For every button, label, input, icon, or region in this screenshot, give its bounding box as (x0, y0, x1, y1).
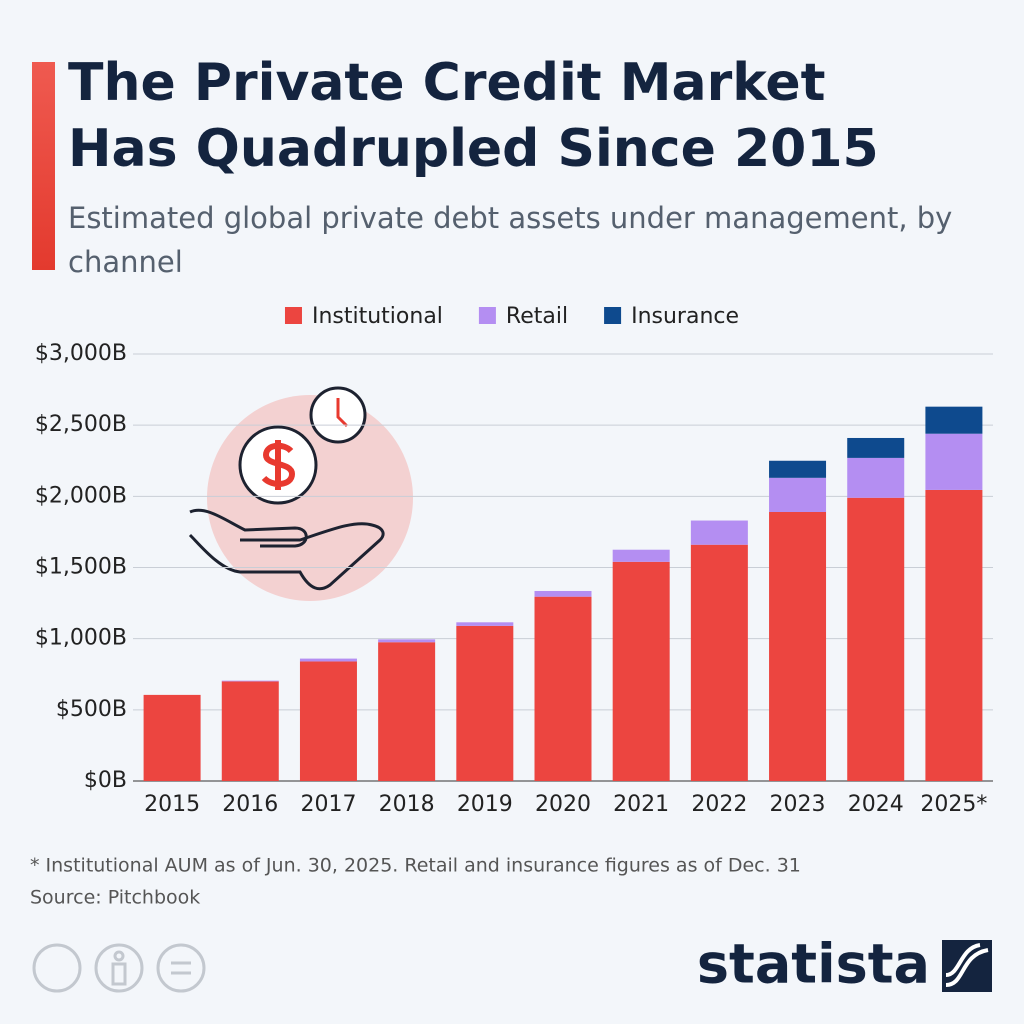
bar-segment (299, 658, 357, 662)
logo: statista (697, 933, 930, 996)
legend-label: Retail (506, 304, 568, 329)
x-tick-label: 2018 (379, 792, 435, 817)
x-tick-label: 2022 (691, 792, 747, 817)
note: * Institutional AUM as of Jun. 30, 2025.… (30, 855, 801, 877)
bar-segment (456, 625, 514, 781)
legend-label: Insurance (631, 304, 739, 329)
bar-segment (534, 596, 592, 781)
bar-segment (221, 680, 279, 682)
y-tick-label: $2,500B (35, 412, 127, 437)
x-tick-label: 2016 (222, 792, 278, 817)
bar-segment (221, 681, 279, 781)
source: Source: Pitchbook (30, 887, 200, 909)
bar-segment (925, 489, 983, 781)
bar-segment (847, 437, 905, 458)
x-tick-label: 2020 (535, 792, 591, 817)
bar-segment (690, 520, 748, 545)
title-accent (32, 62, 55, 270)
y-tick-label: $500B (56, 697, 127, 722)
bar-segment (769, 460, 827, 478)
legend-label: Institutional (312, 304, 443, 329)
legend-swatch (604, 307, 622, 324)
logo-mark-wave (945, 943, 989, 987)
bar-segment (925, 433, 983, 490)
bar-segment (378, 639, 436, 643)
legend-swatch (478, 307, 496, 324)
bar-segment (378, 642, 436, 781)
bar-segment (534, 590, 592, 597)
x-tick-label: 2017 (300, 792, 356, 817)
x-tick-label: 2019 (457, 792, 513, 817)
bar-segment (847, 457, 905, 498)
bar-segment (299, 661, 357, 781)
bar-segment (456, 622, 514, 626)
chart-subtitle: Estimated global private debt assets und… (68, 201, 953, 279)
bar-segment (143, 694, 201, 781)
bar-segment (847, 497, 905, 781)
y-tick-label: $3,000B (35, 341, 127, 366)
x-tick-label: 2021 (613, 792, 669, 817)
bar-segment (612, 549, 670, 562)
legend-swatch (284, 307, 302, 324)
x-tick-label: 2024 (848, 792, 904, 817)
x-tick-label: 2015 (144, 792, 200, 817)
y-tick-label: $1,500B (35, 555, 127, 580)
y-tick-label: $1,000B (35, 626, 127, 651)
y-tick-label: $2,000B (35, 483, 127, 508)
x-tick-label: 2025* (920, 792, 987, 817)
chart-title: The Private Credit Market Has Quadrupled… (68, 53, 879, 179)
x-tick-label: 2023 (770, 792, 826, 817)
legend: Institutional Retail Insurance (284, 304, 739, 329)
license-icons (32, 943, 206, 993)
bar-segment (690, 544, 748, 781)
illustration (188, 386, 413, 601)
bar-segment (612, 561, 670, 781)
bar-segment (769, 477, 827, 512)
y-tick-label: $0B (84, 768, 127, 793)
bar-segment (925, 406, 983, 434)
bar-segment (769, 511, 827, 781)
